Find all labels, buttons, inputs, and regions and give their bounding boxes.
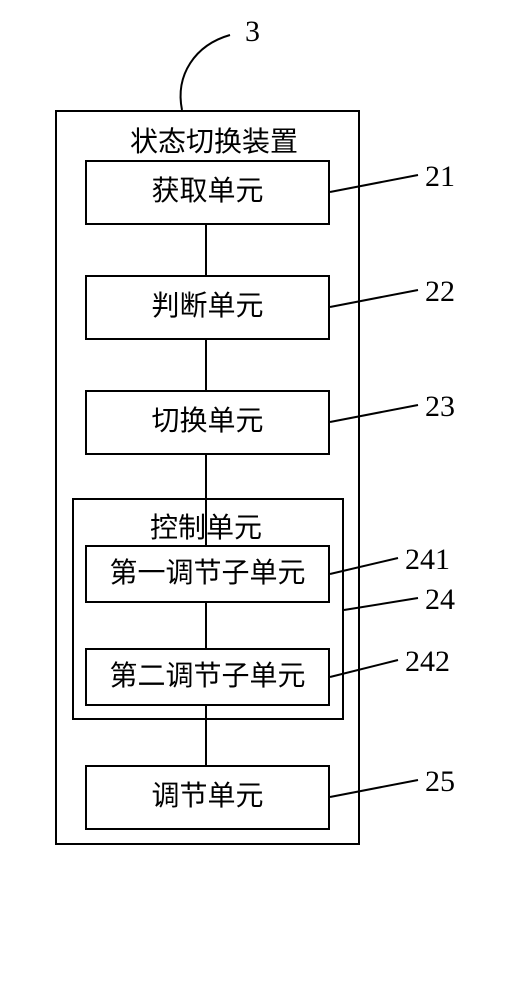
control-unit-ref: 24 xyxy=(425,583,455,617)
